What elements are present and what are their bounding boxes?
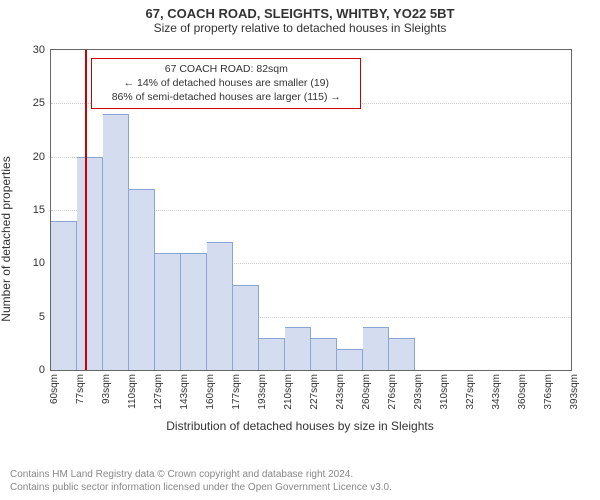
histogram-bar xyxy=(363,327,389,370)
footer-attribution: Contains HM Land Registry data © Crown c… xyxy=(10,468,590,494)
plot-area: 05101520253060sqm77sqm93sqm110sqm127sqm1… xyxy=(50,49,572,371)
histogram-bar xyxy=(77,157,103,370)
y-tick-label: 25 xyxy=(33,97,45,109)
chart-title-main: 67, COACH ROAD, SLEIGHTS, WHITBY, YO22 5… xyxy=(0,0,600,21)
x-tick-label: 243sqm xyxy=(335,374,346,410)
x-tick-label: 160sqm xyxy=(205,374,216,410)
x-tick-label: 276sqm xyxy=(387,374,398,410)
x-tick-label: 343sqm xyxy=(491,374,502,410)
x-tick-label: 60sqm xyxy=(49,374,60,404)
annotation-line: 86% of semi-detached houses are larger (… xyxy=(100,90,352,104)
histogram-bar xyxy=(207,242,233,370)
histogram-bar xyxy=(51,221,77,370)
annotation-line: ← 14% of detached houses are smaller (19… xyxy=(100,76,352,90)
annotation-line: 67 COACH ROAD: 82sqm xyxy=(100,62,352,76)
x-tick-label: 227sqm xyxy=(309,374,320,410)
histogram-bar xyxy=(233,285,259,370)
x-tick-label: 77sqm xyxy=(75,374,86,404)
chart-region: Number of detached properties 0510152025… xyxy=(0,39,600,439)
histogram-bar xyxy=(181,253,207,370)
y-tick-label: 10 xyxy=(33,257,45,269)
x-tick-label: 143sqm xyxy=(179,374,190,410)
histogram-bar xyxy=(259,338,285,370)
x-tick-label: 327sqm xyxy=(465,374,476,410)
x-tick-label: 93sqm xyxy=(101,374,112,404)
reference-line xyxy=(85,50,87,370)
gridline xyxy=(51,157,571,158)
x-tick-label: 293sqm xyxy=(413,374,424,410)
x-tick-label: 177sqm xyxy=(231,374,242,410)
y-tick-label: 20 xyxy=(33,151,45,163)
x-tick-label: 260sqm xyxy=(361,374,372,410)
histogram-bar xyxy=(389,338,415,370)
x-tick-label: 393sqm xyxy=(569,374,580,410)
histogram-bar xyxy=(337,349,363,370)
x-tick-label: 210sqm xyxy=(283,374,294,410)
y-tick-label: 15 xyxy=(33,204,45,216)
y-axis-label: Number of detached properties xyxy=(0,156,13,321)
x-tick-label: 360sqm xyxy=(517,374,528,410)
histogram-bar xyxy=(285,327,311,370)
histogram-bar xyxy=(311,338,337,370)
footer-line: Contains public sector information licen… xyxy=(10,481,590,494)
histogram-bar xyxy=(129,189,155,370)
annotation-box: 67 COACH ROAD: 82sqm← 14% of detached ho… xyxy=(91,58,361,109)
y-tick-label: 30 xyxy=(33,44,45,56)
chart-title-sub: Size of property relative to detached ho… xyxy=(0,21,600,39)
histogram-bar xyxy=(103,114,129,370)
x-tick-label: 310sqm xyxy=(439,374,450,410)
x-tick-label: 110sqm xyxy=(127,374,138,409)
x-tick-label: 193sqm xyxy=(257,374,268,410)
y-tick-label: 5 xyxy=(39,311,45,323)
x-axis-label: Distribution of detached houses by size … xyxy=(0,419,600,433)
x-tick-label: 376sqm xyxy=(543,374,554,410)
footer-line: Contains HM Land Registry data © Crown c… xyxy=(10,468,590,481)
y-tick-label: 0 xyxy=(39,364,45,376)
histogram-bar xyxy=(155,253,181,370)
x-tick-label: 127sqm xyxy=(153,374,164,410)
